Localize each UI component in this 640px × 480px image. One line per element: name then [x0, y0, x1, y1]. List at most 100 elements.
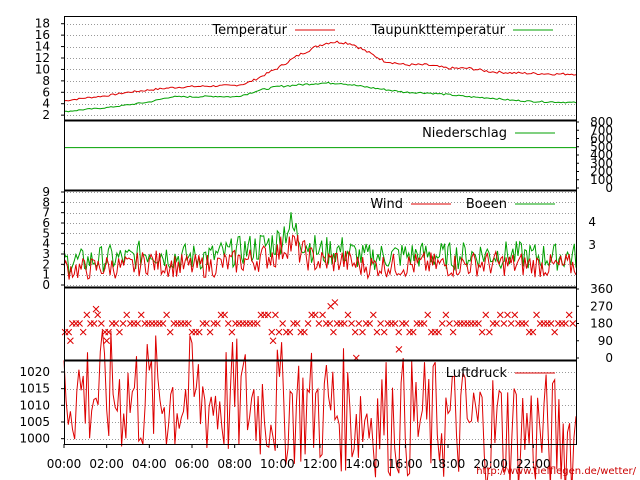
x-tick-label: 22:00	[516, 457, 551, 471]
scatter-point	[315, 320, 323, 327]
scatter-point	[92, 305, 100, 313]
scatter-point	[547, 320, 555, 327]
y-tick-label-right: 0	[605, 181, 613, 195]
x-tick-label: 06:00	[175, 457, 210, 471]
y-tick-label: 1015	[19, 382, 50, 396]
y-tick-label-right: 3	[588, 238, 596, 252]
scatter-point	[311, 311, 319, 319]
scatter-point	[369, 311, 377, 319]
y-tick-label: 5	[42, 226, 50, 240]
x-tick-label: 20:00	[473, 457, 508, 471]
legend-label: Wind	[370, 197, 403, 212]
scatter-point	[446, 320, 453, 327]
scatter-point	[224, 320, 232, 327]
scatter-point	[507, 320, 515, 327]
scatter-point	[344, 311, 352, 319]
scatter-point	[475, 320, 482, 327]
y-tick-label: 1020	[19, 365, 50, 379]
y-tick-label: 4	[42, 97, 50, 111]
scatter-point	[116, 328, 123, 336]
legend-label: Boeen	[466, 197, 507, 212]
y-tick-label: 2	[42, 108, 50, 122]
y-tick-label-right: 600	[590, 132, 613, 146]
scatter-point	[304, 320, 312, 327]
scatter-point	[351, 328, 359, 336]
scatter-point	[442, 311, 450, 319]
scatter-point	[163, 311, 170, 319]
x-tick-label: 12:00	[303, 457, 338, 471]
y-tick-label: 0	[42, 278, 50, 292]
y-tick-label-right: 400	[590, 148, 613, 162]
scatter-point	[359, 328, 366, 336]
scatter-point	[438, 320, 446, 327]
scatter-point	[395, 346, 403, 353]
scatter-point	[293, 320, 301, 327]
scatter-point	[269, 337, 277, 345]
scatter-point	[206, 328, 214, 336]
y-tick-label: 4	[42, 237, 50, 251]
scatter-point	[482, 311, 490, 319]
scatter-point	[330, 328, 337, 336]
series-line-Wind	[63, 234, 577, 280]
scatter-point	[94, 311, 102, 319]
scatter-point	[522, 320, 530, 327]
scatter-point	[112, 320, 120, 327]
scatter-point	[319, 311, 326, 319]
scatter-point	[119, 320, 127, 327]
scatter-point	[228, 328, 236, 336]
scatter-point	[449, 328, 457, 336]
scatter-point	[529, 328, 537, 336]
x-tick-label: 16:00	[388, 457, 423, 471]
legend-label: Luftdruck	[446, 366, 508, 381]
scatter-point	[65, 328, 73, 336]
scatter-point	[533, 311, 540, 319]
y-tick-label-right: 180	[590, 317, 613, 331]
y-tick-label-right: 500	[590, 140, 613, 154]
scatter-point	[511, 311, 519, 319]
footer-url: http://www.tiefflegen.de/wetter/	[476, 466, 636, 477]
scatter-point	[286, 328, 294, 336]
scatter-point	[391, 320, 399, 327]
y-tick-label: 1	[42, 268, 50, 282]
scatter-point	[90, 320, 98, 327]
scatter-point	[123, 311, 131, 319]
scatter-point	[496, 311, 504, 319]
scatter-point	[268, 328, 276, 336]
scatter-point	[402, 320, 410, 327]
y-tick-label: 14	[35, 40, 50, 54]
scatter-point	[195, 328, 203, 336]
series-line-Boeen	[63, 212, 577, 276]
legend-label: Niederschlag	[422, 126, 507, 141]
scatter-point	[279, 320, 287, 327]
y-tick-label-right: 0	[605, 351, 613, 365]
y-tick-label-right: 100	[590, 173, 613, 187]
scatter-point	[340, 320, 348, 327]
y-tick-label-right: 270	[590, 299, 613, 313]
y-tick-label: 6	[42, 216, 50, 230]
x-tick-label: 18:00	[431, 457, 466, 471]
scatter-point	[348, 320, 355, 327]
y-tick-label: 12	[35, 51, 50, 65]
y-tick-label-right: 90	[598, 334, 613, 348]
y-tick-label: 2	[42, 257, 50, 271]
series-line-Temperatur	[63, 40, 577, 102]
scatter-point	[493, 320, 500, 327]
y-tick-label: 16	[35, 28, 50, 42]
scatter-point	[424, 311, 432, 319]
scatter-point	[569, 320, 577, 327]
scatter-point	[83, 311, 91, 319]
y-tick-label-right: 4	[588, 215, 596, 229]
scatter-point	[272, 311, 279, 319]
scatter-point	[159, 320, 167, 327]
scatter-point	[377, 320, 384, 327]
scatter-point	[380, 328, 388, 336]
x-tick-label: 04:00	[132, 457, 167, 471]
x-tick-label: 02:00	[89, 457, 124, 471]
scatter-point	[373, 328, 381, 336]
y-tick-label: 3	[42, 247, 50, 261]
series-line-Taupunkttemperatur	[63, 81, 577, 113]
x-tick-label: 08:00	[217, 457, 252, 471]
y-tick-label-right: 800	[590, 115, 613, 129]
y-tick-label-right: 200	[590, 165, 613, 179]
y-tick-label: 9	[42, 185, 50, 199]
